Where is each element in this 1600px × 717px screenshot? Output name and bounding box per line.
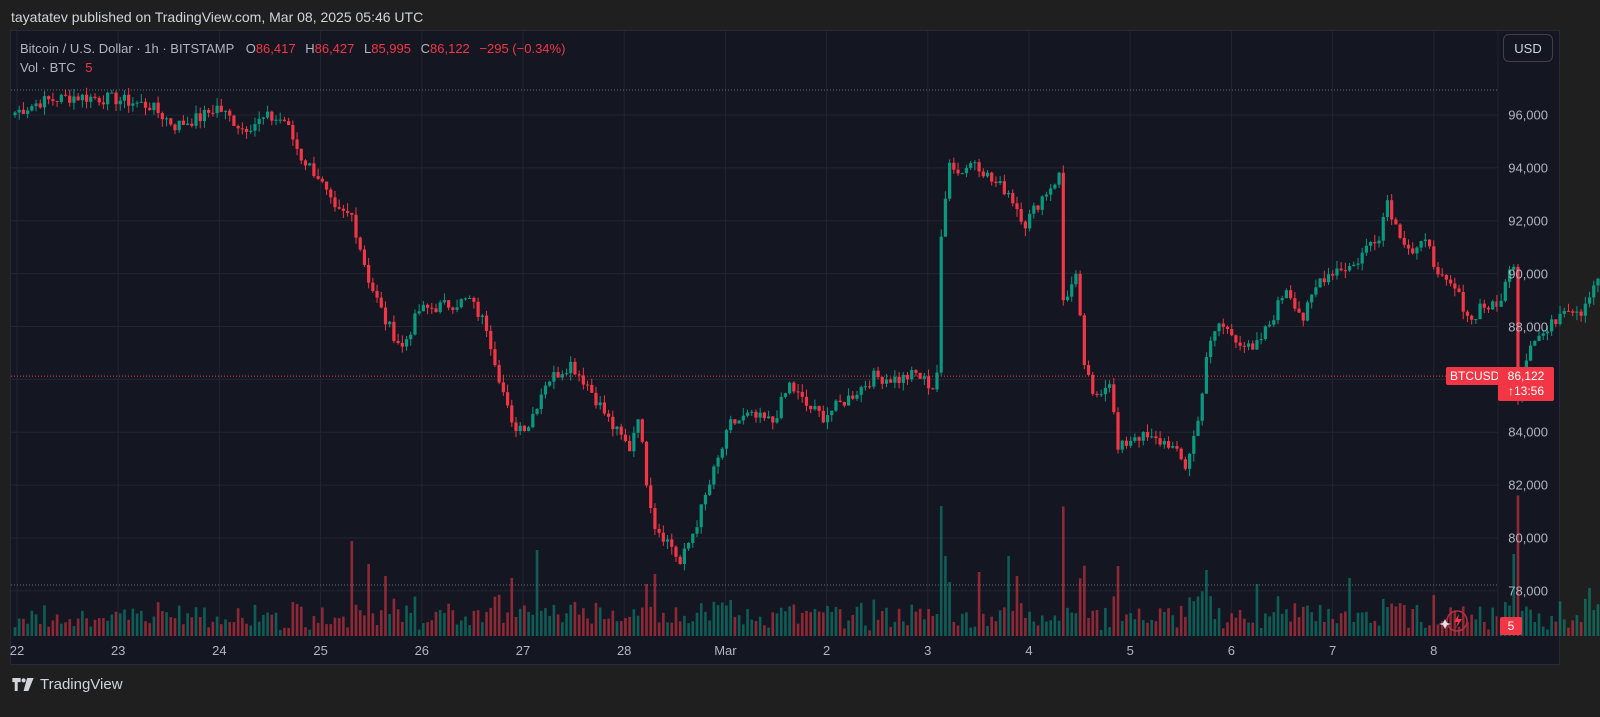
price-tick-label: 88,000 bbox=[1508, 319, 1548, 335]
last-price-value: 86,122 bbox=[1507, 369, 1545, 383]
volume-value: 5 bbox=[85, 60, 93, 75]
time-tick-label: 4 bbox=[1025, 643, 1033, 658]
open-value: 86,417 bbox=[255, 41, 296, 56]
ohlc-row: Bitcoin / U.S. Dollar · 1h · BITSTAMP O8… bbox=[20, 39, 565, 58]
last-price-tag: 86,122 ↑13:56 bbox=[1498, 367, 1554, 401]
tradingview-logo[interactable]: TradingView bbox=[12, 676, 123, 693]
time-tick-label: 25 bbox=[313, 643, 328, 658]
time-tick-label: 24 bbox=[212, 643, 227, 658]
price-tick-label: 92,000 bbox=[1508, 213, 1548, 229]
change-value: −295 (−0.34%) bbox=[479, 41, 566, 56]
publish-attribution: tayatatev published on TradingView.com, … bbox=[11, 9, 424, 25]
close-label: C bbox=[420, 41, 431, 56]
time-tick-label: 27 bbox=[515, 643, 531, 658]
last-volume-tag: 5 bbox=[1500, 617, 1522, 635]
volume-label[interactable]: Vol · BTC bbox=[20, 60, 76, 75]
price-tick-label: 96,000 bbox=[1508, 107, 1548, 123]
time-tick-label: 3 bbox=[924, 643, 932, 658]
time-tick-label: 8 bbox=[1430, 643, 1438, 658]
volume-row: Vol · BTC 5 bbox=[20, 58, 565, 77]
price-tick-label: 82,000 bbox=[1508, 477, 1548, 493]
tradingview-mark-icon bbox=[12, 678, 34, 691]
price-tick-label: 90,000 bbox=[1508, 266, 1548, 282]
close-value: 86,122 bbox=[430, 41, 470, 56]
time-tick-label: 28 bbox=[616, 643, 632, 658]
time-tick-label: 7 bbox=[1328, 643, 1337, 658]
low-value: 85,995 bbox=[371, 41, 411, 56]
price-tick-label: 78,000 bbox=[1508, 583, 1548, 599]
time-tick-label: 2 bbox=[822, 643, 831, 658]
price-tick-label: 80,000 bbox=[1508, 530, 1548, 546]
price-tick-label: 84,000 bbox=[1508, 424, 1548, 440]
chart-pane[interactable] bbox=[10, 30, 1560, 665]
high-label: H bbox=[305, 41, 315, 56]
lightning-alert-icon[interactable] bbox=[1439, 610, 1468, 632]
symbol-description[interactable]: Bitcoin / U.S. Dollar · 1h · BITSTAMP bbox=[20, 41, 235, 56]
bar-countdown: ↑13:56 bbox=[1507, 384, 1545, 398]
currency-button[interactable]: USD bbox=[1503, 34, 1553, 62]
high-value: 86,427 bbox=[314, 41, 355, 56]
time-tick-label: 6 bbox=[1227, 643, 1236, 658]
symbol-price-tag: BTCUSD bbox=[1446, 367, 1504, 385]
chart-legend: Bitcoin / U.S. Dollar · 1h · BITSTAMP O8… bbox=[20, 39, 565, 77]
time-tick-label: 22 bbox=[9, 643, 25, 658]
low-label: L bbox=[364, 41, 372, 56]
tradingview-brand-text: TradingView bbox=[40, 676, 123, 693]
time-tick-label: Mar bbox=[714, 643, 737, 658]
price-tick-label: 94,000 bbox=[1508, 160, 1548, 176]
time-tick-label: 23 bbox=[110, 643, 126, 658]
time-tick-label: 5 bbox=[1126, 643, 1134, 658]
open-label: O bbox=[245, 41, 256, 56]
time-tick-label: 26 bbox=[414, 643, 430, 658]
